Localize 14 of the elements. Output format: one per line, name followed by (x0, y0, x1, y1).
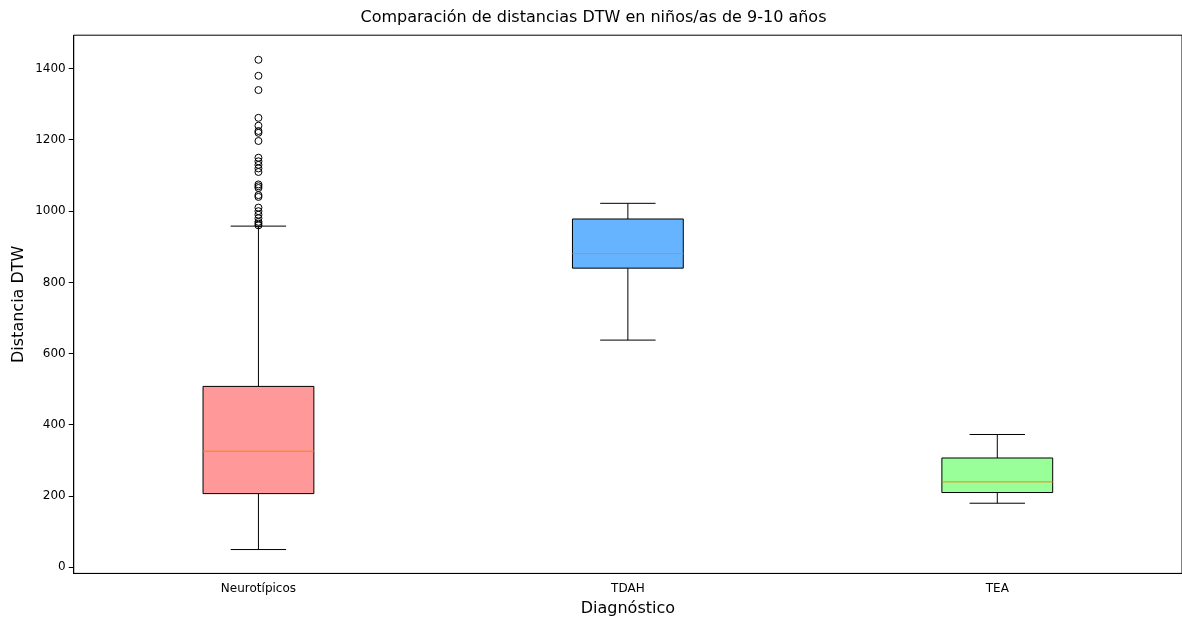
chart-title: Comparación de distancias DTW en niños/as de 9-10 años (360, 6, 827, 26)
x-tick-label: TEA (984, 580, 1010, 595)
y-axis-title: Distancia DTW (7, 245, 27, 363)
y-tick-label: 200 (42, 488, 66, 503)
y-tick-label: 0 (58, 559, 66, 574)
y-tick-label: 1000 (35, 203, 66, 218)
y-tick-label: 400 (42, 416, 66, 431)
x-axis-title: Diagnóstico (580, 597, 676, 617)
x-tick-label: Neurotípicos (220, 580, 297, 595)
y-tick-label: 1400 (35, 60, 66, 75)
y-tick-label: 600 (42, 345, 66, 360)
y-tick-label: 800 (42, 274, 66, 289)
x-tick-label: TDAH (610, 580, 645, 595)
y-tick-label: 1200 (35, 132, 66, 147)
